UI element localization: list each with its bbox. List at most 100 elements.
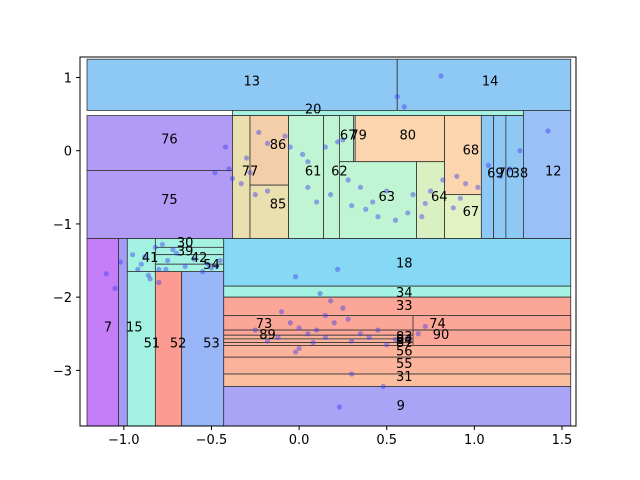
data-point bbox=[252, 327, 258, 333]
region-label: 86 bbox=[270, 138, 287, 153]
data-point bbox=[454, 173, 460, 179]
data-point bbox=[422, 323, 428, 330]
data-point bbox=[305, 331, 311, 337]
region-label: 70 bbox=[498, 167, 515, 182]
region-label: 18 bbox=[396, 257, 413, 272]
region-label: 75 bbox=[161, 193, 178, 208]
data-point bbox=[296, 345, 302, 351]
data-point bbox=[392, 217, 399, 223]
data-point bbox=[335, 139, 341, 145]
data-point bbox=[384, 188, 390, 194]
data-point bbox=[345, 316, 351, 322]
region-label: 53 bbox=[203, 337, 220, 352]
points-layer bbox=[103, 73, 551, 410]
region-68-15 bbox=[444, 115, 482, 196]
data-point bbox=[322, 334, 328, 341]
region-label: 39 bbox=[177, 244, 194, 259]
regions-layer bbox=[86, 58, 572, 427]
region-label: 20 bbox=[305, 102, 322, 117]
data-point bbox=[275, 334, 281, 341]
region-label: 38 bbox=[512, 167, 529, 182]
data-point bbox=[335, 266, 341, 272]
data-point bbox=[278, 309, 285, 315]
data-point bbox=[212, 170, 218, 176]
data-point bbox=[156, 266, 162, 272]
data-point bbox=[357, 331, 364, 337]
data-point bbox=[222, 144, 229, 150]
region-label: 62 bbox=[331, 164, 348, 179]
data-point bbox=[384, 342, 390, 348]
region-label: 67 bbox=[340, 129, 357, 144]
data-point bbox=[200, 268, 206, 275]
data-point bbox=[205, 261, 211, 267]
data-point bbox=[545, 128, 551, 134]
data-point bbox=[310, 339, 316, 346]
region-label: 69 bbox=[487, 167, 504, 182]
data-point bbox=[292, 274, 299, 280]
data-point bbox=[438, 73, 444, 79]
data-point bbox=[305, 159, 311, 165]
data-point bbox=[252, 192, 258, 198]
data-point bbox=[401, 104, 407, 110]
data-point bbox=[328, 192, 334, 198]
data-point bbox=[440, 177, 446, 183]
region-67-16 bbox=[444, 194, 482, 239]
data-point bbox=[349, 203, 355, 209]
region-label: 61 bbox=[305, 164, 322, 179]
x-tick-label: −0.5 bbox=[196, 433, 228, 448]
data-point bbox=[375, 327, 381, 333]
region-label: 56 bbox=[396, 345, 413, 360]
data-point bbox=[366, 334, 372, 341]
data-point bbox=[370, 199, 376, 205]
data-point bbox=[147, 276, 153, 282]
data-point bbox=[340, 305, 346, 311]
data-point bbox=[394, 93, 400, 100]
data-point bbox=[292, 349, 299, 355]
region-label: 67 bbox=[463, 205, 480, 220]
data-point bbox=[226, 166, 232, 172]
data-point bbox=[328, 298, 334, 304]
region-label: 68 bbox=[463, 143, 480, 158]
region-80-12 bbox=[354, 115, 445, 163]
data-point bbox=[182, 263, 188, 269]
data-point bbox=[217, 257, 223, 264]
y-tick-label: −2 bbox=[53, 291, 72, 306]
region-label: 51 bbox=[144, 337, 161, 352]
data-point bbox=[345, 177, 351, 183]
data-point bbox=[517, 148, 523, 154]
region-label: 73 bbox=[256, 317, 273, 332]
data-point bbox=[314, 327, 320, 333]
data-point bbox=[165, 257, 171, 264]
data-point bbox=[135, 266, 141, 272]
data-point bbox=[475, 184, 481, 190]
data-point bbox=[419, 214, 425, 220]
data-point bbox=[103, 271, 109, 277]
data-point bbox=[427, 188, 434, 194]
region-label: 30 bbox=[177, 236, 194, 251]
data-point bbox=[375, 214, 381, 220]
region-label: 31 bbox=[396, 370, 413, 385]
data-point bbox=[156, 279, 162, 286]
data-point bbox=[170, 246, 176, 253]
data-point bbox=[159, 241, 165, 248]
data-point bbox=[282, 133, 288, 139]
data-point bbox=[287, 320, 293, 326]
data-point bbox=[380, 383, 386, 390]
data-point bbox=[322, 144, 328, 150]
data-point bbox=[498, 173, 504, 179]
x-tick-label: −1.0 bbox=[108, 433, 140, 448]
y-axis: 1 0 −1 −2 −3 bbox=[53, 72, 80, 379]
region-label: 9 bbox=[397, 399, 405, 414]
data-point bbox=[340, 137, 346, 143]
data-point bbox=[506, 166, 512, 172]
region-label: 7 bbox=[104, 320, 112, 335]
data-point bbox=[317, 290, 323, 297]
region-label: 33 bbox=[396, 299, 413, 314]
x-tick-label: 1.5 bbox=[552, 433, 573, 448]
region-label: 42 bbox=[191, 251, 208, 266]
region-85-7 bbox=[249, 184, 289, 239]
data-point bbox=[264, 140, 271, 146]
data-point bbox=[349, 338, 355, 344]
region-label: 34 bbox=[396, 286, 413, 301]
region-76-3 bbox=[86, 115, 233, 171]
